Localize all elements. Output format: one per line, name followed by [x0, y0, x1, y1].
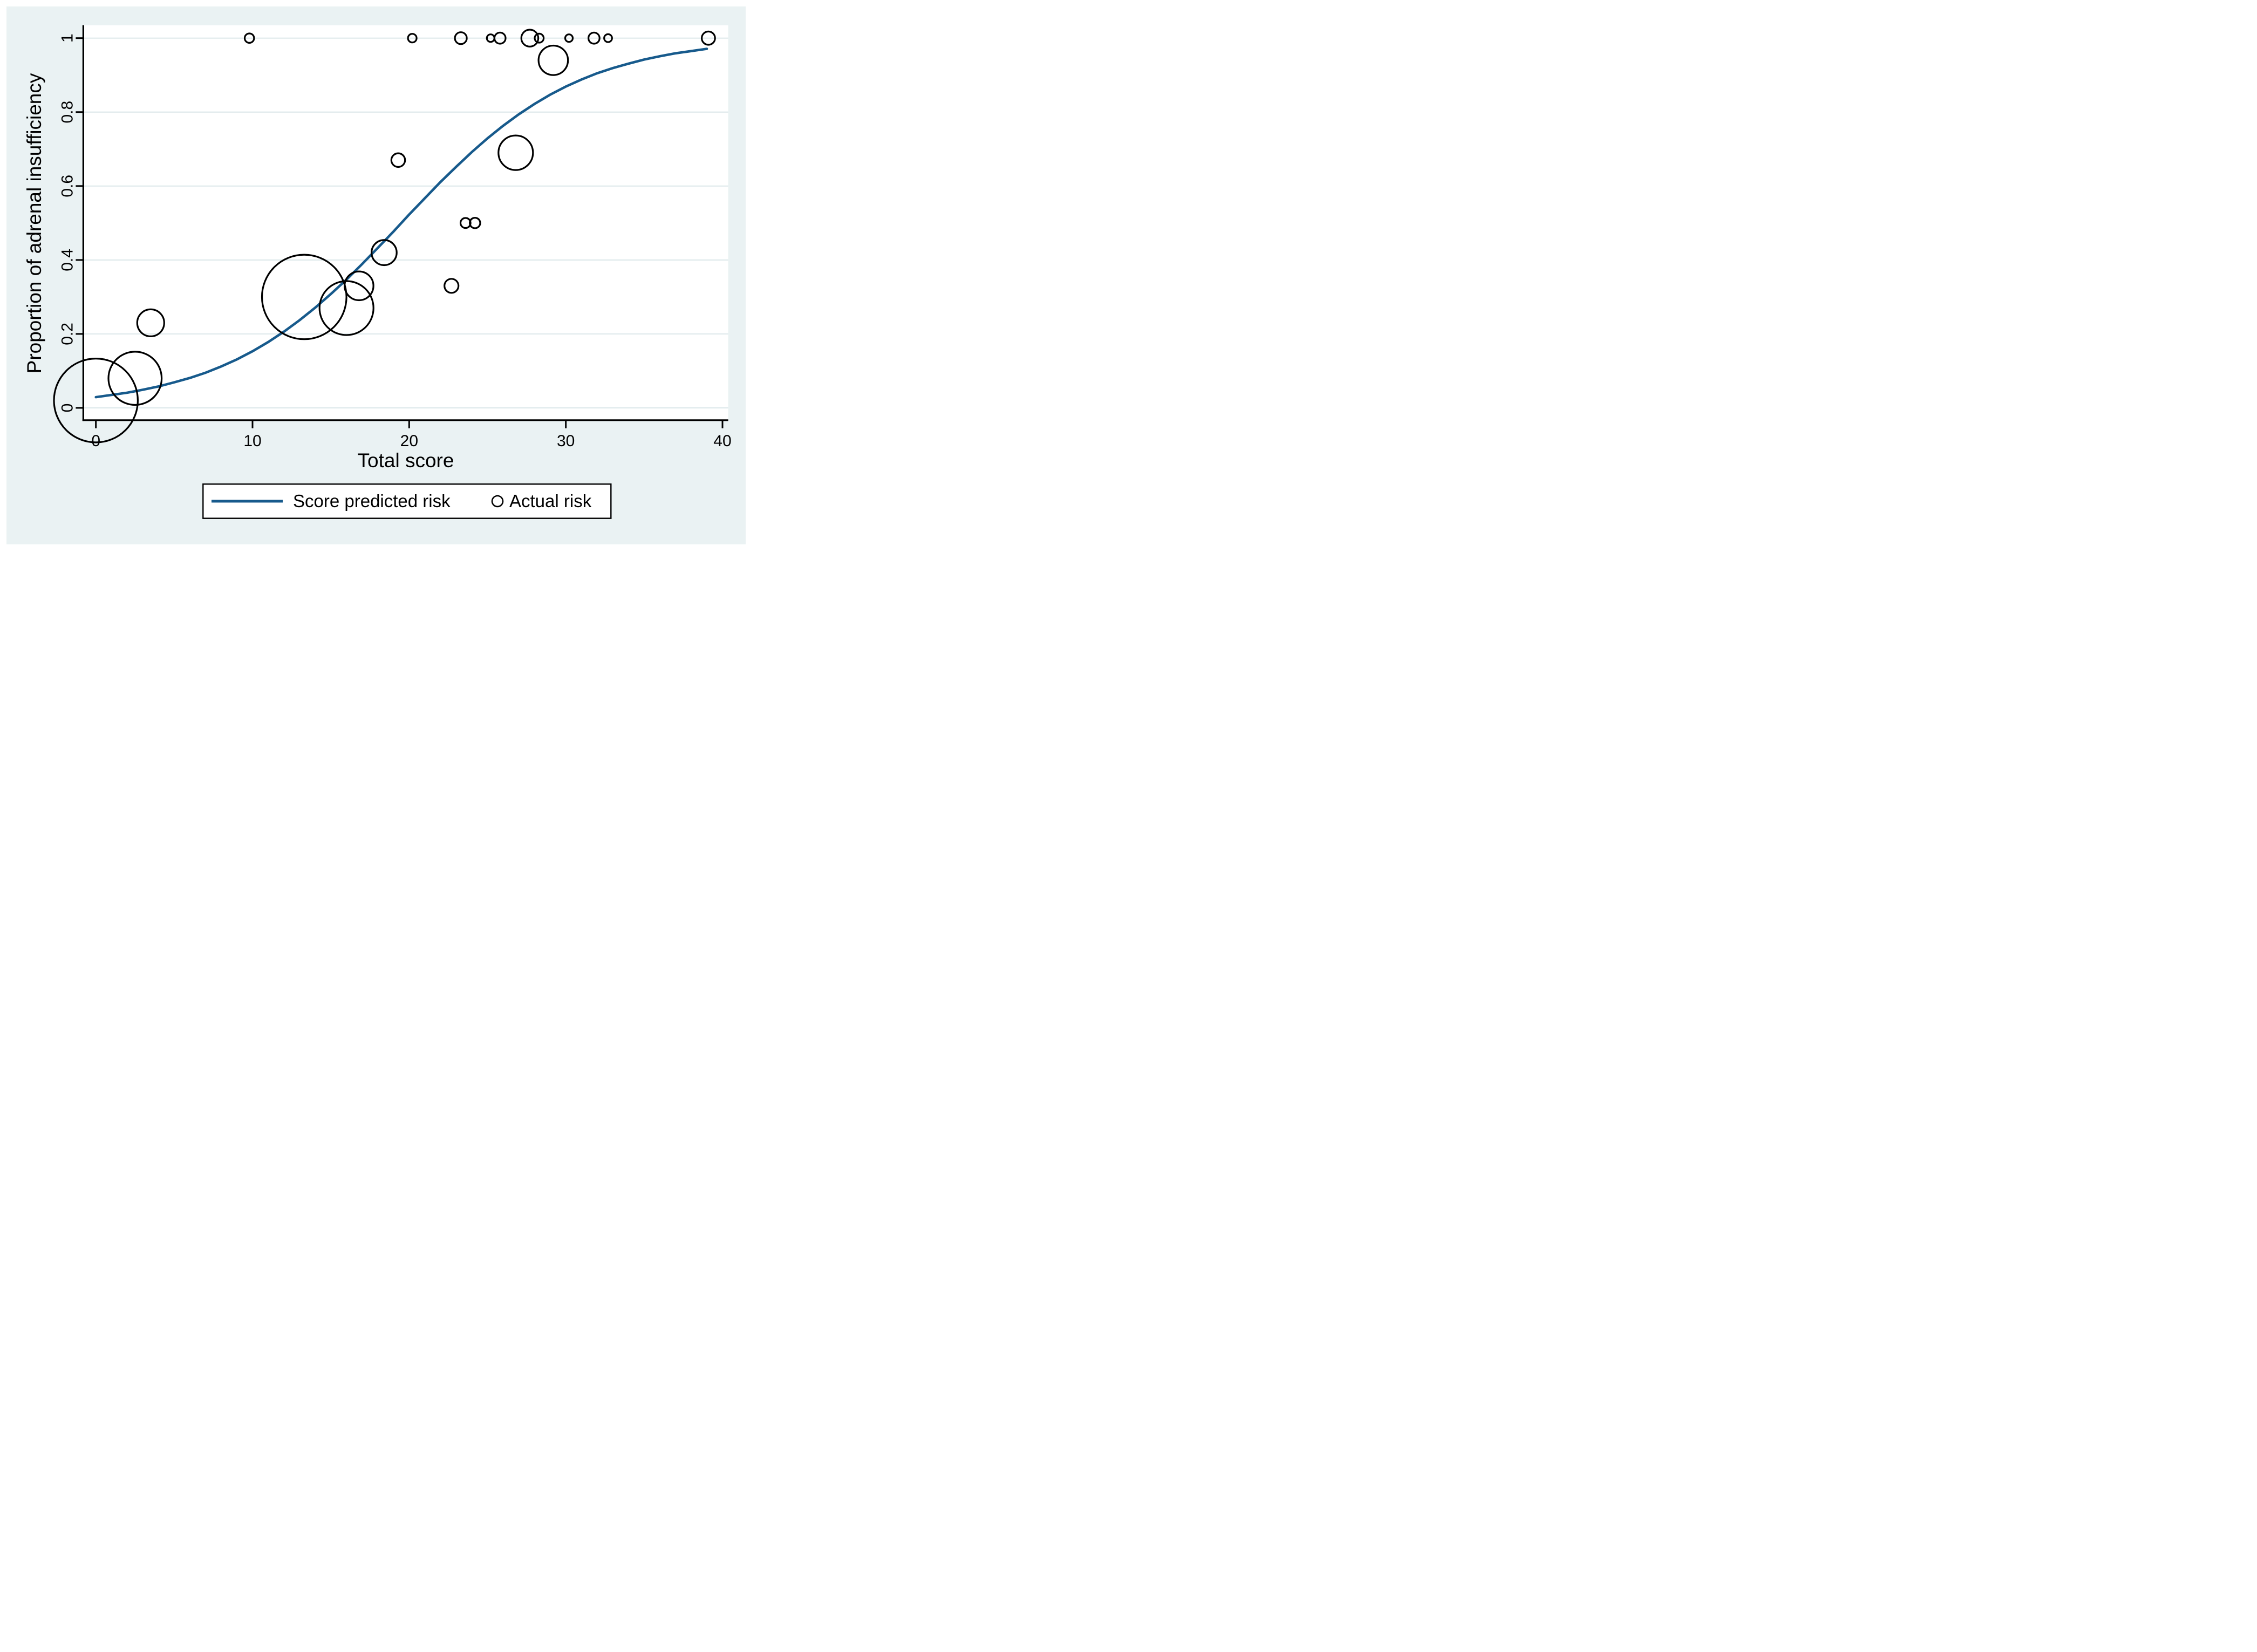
- actual-risk-bubble-22: [603, 33, 613, 43]
- actual-risk-bubble-2: [136, 308, 165, 338]
- actual-risk-bubble-1: [107, 351, 163, 406]
- tick-labels: 00.20.40.60.810 10 20 30 40: [58, 33, 731, 450]
- actual-risk-bubble-3: [261, 254, 347, 340]
- x-tick-label-20: 20: [400, 432, 418, 450]
- actual-risk-bubble-0: [53, 357, 139, 443]
- x-axis-title: Total score: [358, 449, 454, 472]
- actual-risk-bubble-11: [497, 134, 534, 171]
- y-tick-label-0: 0: [59, 404, 77, 413]
- actual-risk-bubble-15: [454, 31, 468, 45]
- actual-risk-bubble-18: [520, 29, 540, 47]
- gridlines: [83, 37, 728, 409]
- axes: [76, 25, 728, 428]
- legend: Score predicted risk Actual risk: [202, 483, 612, 519]
- y-tick-label-0.6: 0.6: [59, 175, 77, 197]
- legend-circle-swatch: [491, 495, 504, 508]
- y-tick-label-0.8: 0.8: [59, 101, 77, 124]
- actual-risk-bubble-8: [444, 278, 460, 294]
- x-tick-label-10: 10: [243, 432, 261, 450]
- x-tick-label-0: 0: [91, 432, 100, 450]
- y-axis-title: Proportion of adrenal insufficiency: [23, 73, 45, 373]
- scatter-chart: 00.20.40.60.810 10 20 30 40 Total score Prop…: [6, 6, 746, 544]
- actual-risk-bubble-21: [587, 31, 601, 45]
- y-tick-label-0.2: 0.2: [59, 323, 77, 345]
- actual-risk-bubble-20: [564, 33, 574, 43]
- actual-risk-bubble-17: [493, 31, 507, 45]
- actual-risk-bubble-13: [243, 32, 255, 44]
- legend-label-actual: Actual risk: [509, 491, 592, 511]
- predicted-risk-curve: [94, 47, 708, 399]
- actual-risk-bubble-4: [318, 280, 374, 336]
- legend-label-predicted: Score predicted risk: [293, 491, 451, 511]
- x-tick-label-30: 30: [557, 432, 575, 450]
- y-tick-label-0.4: 0.4: [58, 249, 76, 271]
- actual-risk-bubble-19: [534, 32, 545, 44]
- actual-risk-bubble-5: [344, 270, 374, 302]
- actual-risk-bubble-12: [537, 44, 569, 76]
- actual-risk-bubbles: [53, 29, 716, 443]
- actual-risk-bubble-6: [371, 239, 398, 267]
- actual-risk-bubble-10: [468, 216, 481, 229]
- figure: 0 0.2 0.4 0.6 0.8 1 0 10 20 30 40 Total score Prop…: [0, 0, 752, 551]
- score-predicted-risk-line: [94, 47, 708, 399]
- actual-risk-bubble-23: [700, 30, 716, 46]
- y-tick-label-1: 1: [58, 33, 76, 43]
- actual-risk-bubble-14: [407, 33, 418, 44]
- x-tick-label-40: 40: [713, 432, 731, 450]
- actual-risk-bubble-7: [390, 152, 406, 168]
- plot-area: [83, 25, 728, 420]
